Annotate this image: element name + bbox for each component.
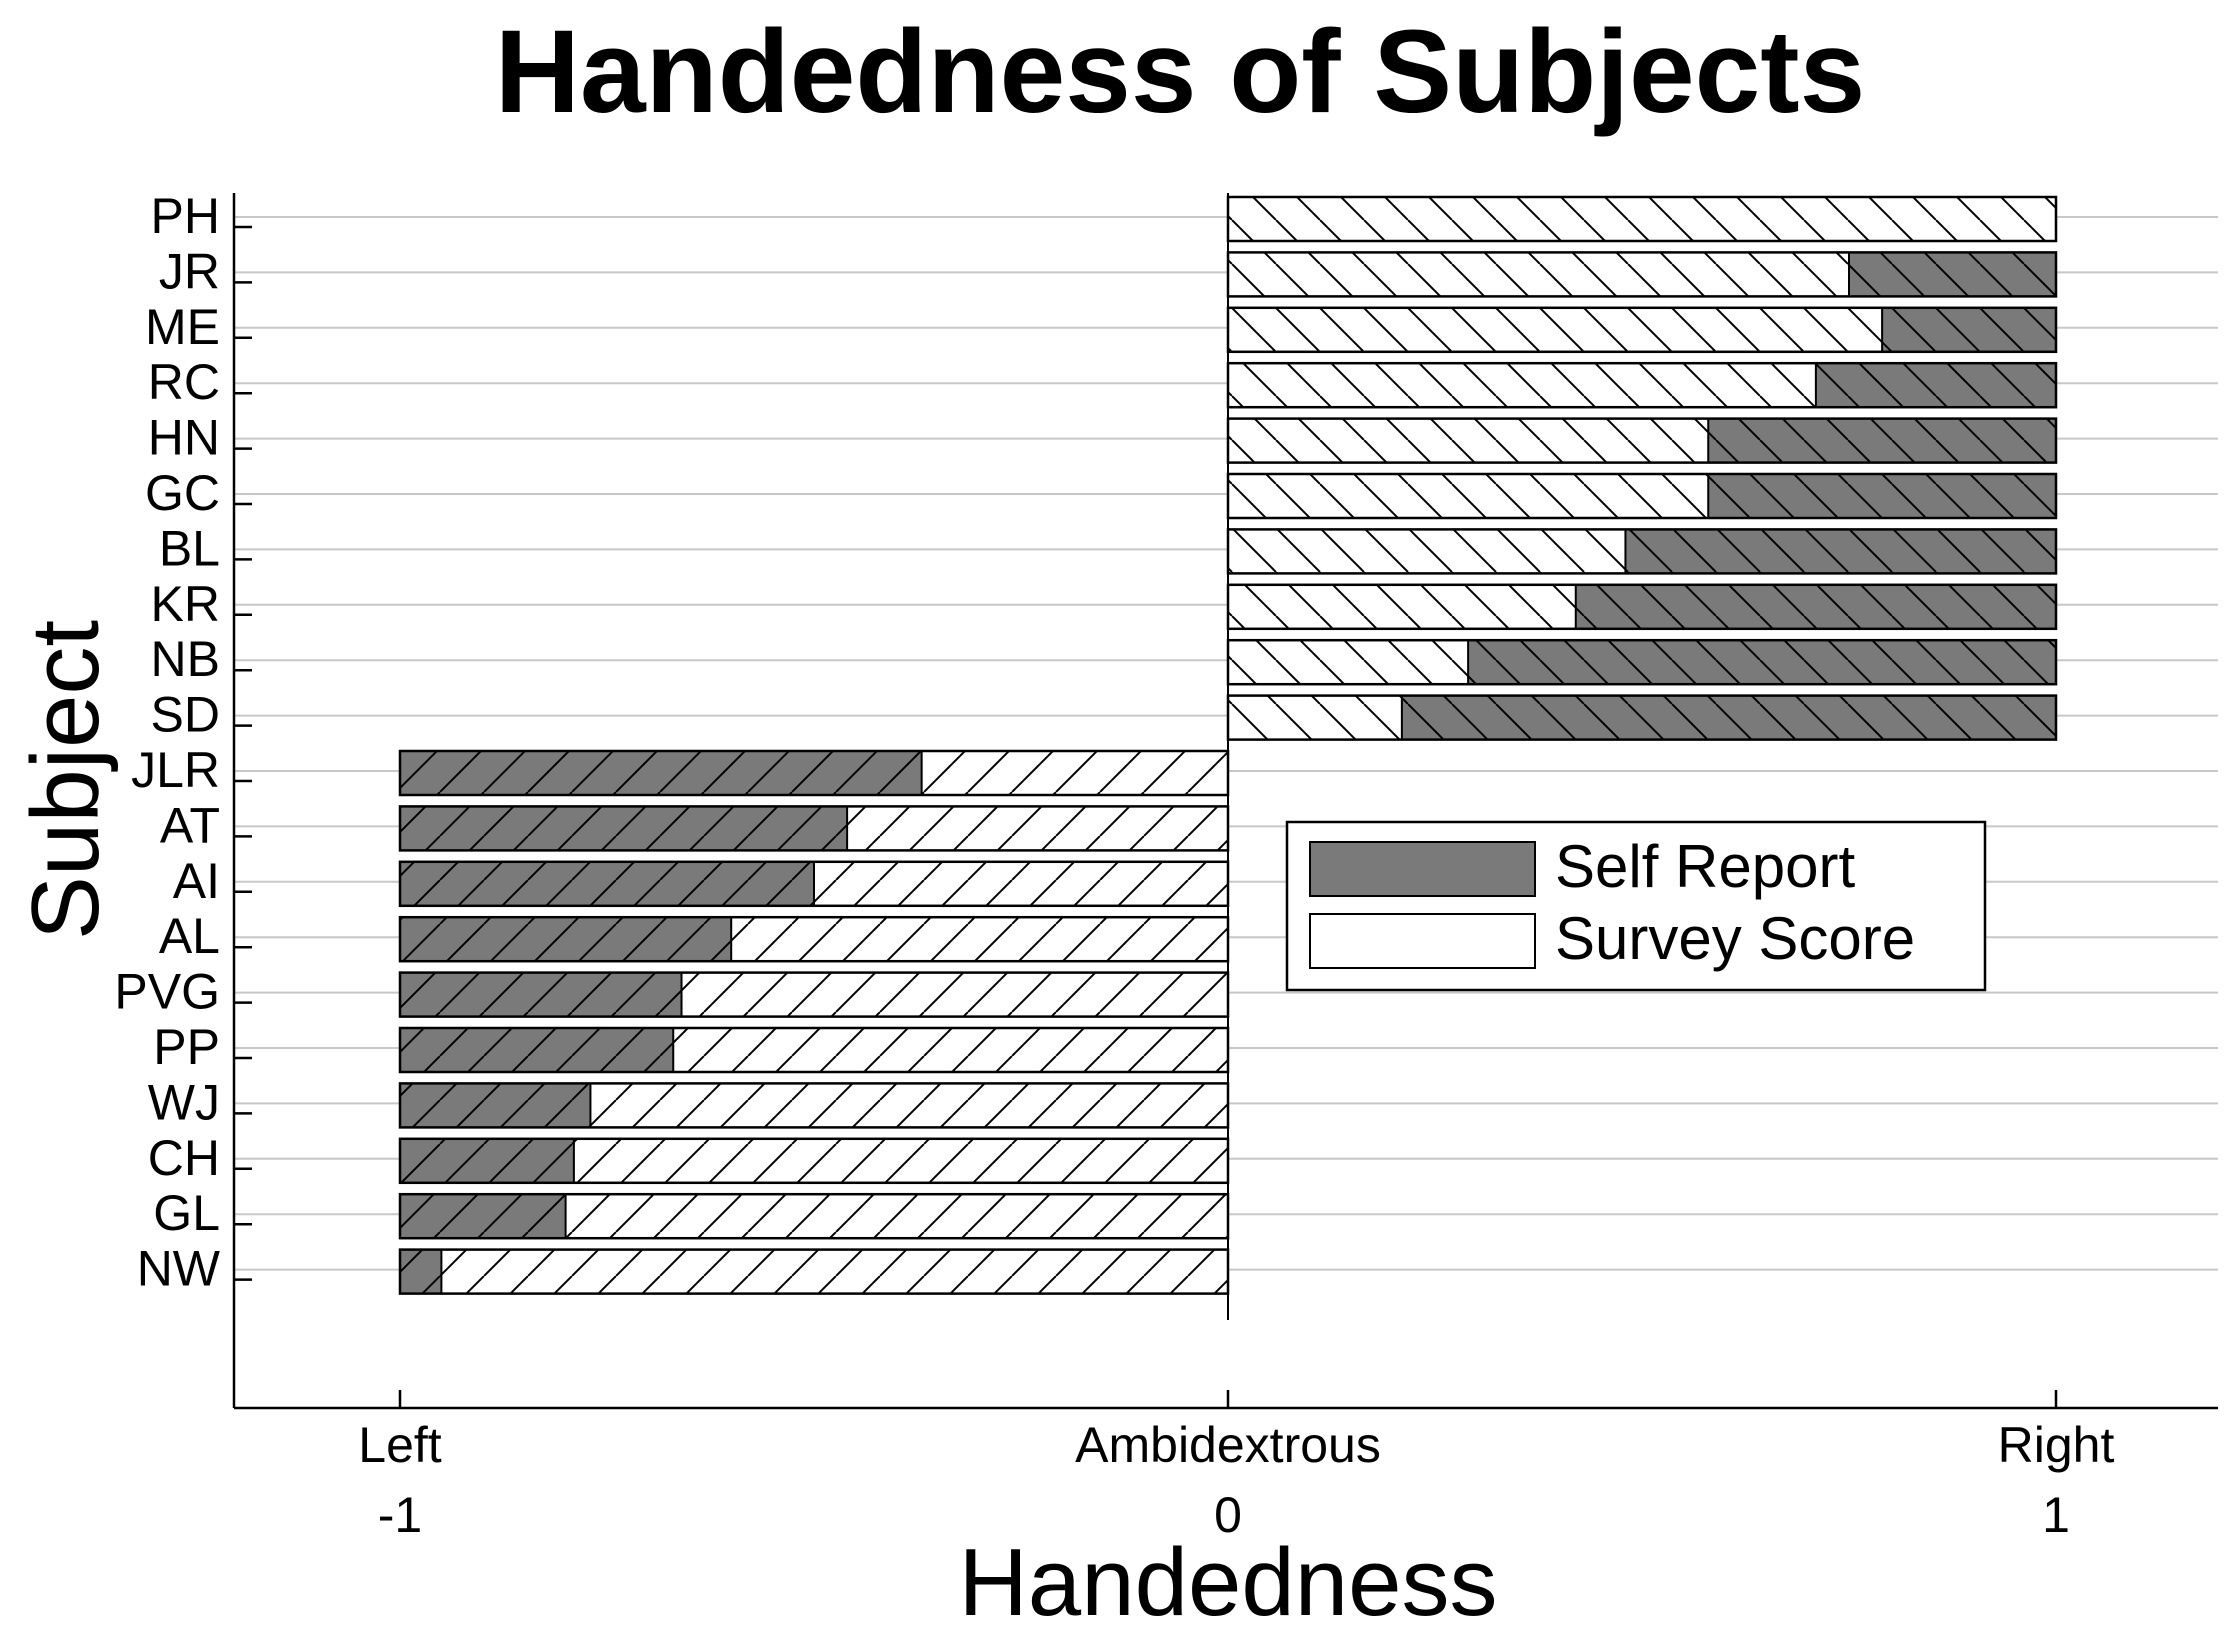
bar-outline xyxy=(398,1026,1230,1074)
y-tick-label: GL xyxy=(153,1185,220,1241)
bar-outline xyxy=(398,1137,1230,1185)
bar-outline xyxy=(398,1192,1230,1240)
y-tick-label: WJ xyxy=(148,1074,220,1130)
x-tick-label-value: 0 xyxy=(1214,1487,1242,1543)
bar-outline xyxy=(398,1082,1230,1129)
y-tick-label: AI xyxy=(173,853,220,909)
bar-outline xyxy=(398,915,1230,963)
x-tick-label-value: 1 xyxy=(2042,1487,2070,1543)
legend-swatch-self-report xyxy=(1309,841,1536,897)
y-tick-label: JLR xyxy=(131,742,220,798)
legend: Self Report Survey Score xyxy=(1285,820,1987,992)
y-tick-label: CH xyxy=(148,1130,220,1186)
y-tick-label: NW xyxy=(137,1241,221,1297)
y-ticks: PHJRMERCHNGCBLKRNBSDJLRATAIALPVGPPWJCHGL… xyxy=(114,188,252,1297)
legend-label-survey-score: Survey Score xyxy=(1555,905,1915,972)
bar-outline xyxy=(398,971,1230,1018)
legend-swatch-survey-score xyxy=(1309,913,1536,969)
bar-outline xyxy=(1226,361,2058,409)
legend-label-self-report: Self Report xyxy=(1555,833,1855,900)
bar-outline xyxy=(1226,694,2058,741)
y-tick-label: ME xyxy=(145,299,220,355)
bar-outline xyxy=(1226,306,2058,354)
y-tick-label: HN xyxy=(148,410,220,466)
bar-outline xyxy=(398,749,1230,797)
bar-outline xyxy=(1226,472,2058,520)
x-tick-label-name: Ambidextrous xyxy=(1075,1417,1381,1473)
bar-outline xyxy=(1226,251,2058,298)
y-tick-label: PVG xyxy=(114,964,220,1020)
y-tick-label: BL xyxy=(159,520,220,576)
x-tick-label-name: Left xyxy=(358,1417,442,1473)
axes xyxy=(232,193,2218,1410)
y-tick-label: JR xyxy=(159,243,220,299)
y-tick-label: SD xyxy=(151,687,220,743)
y-tick-label: RC xyxy=(148,354,220,410)
bar-outline xyxy=(1226,195,2058,243)
x-tick-label-name: Right xyxy=(1998,1417,2115,1473)
y-tick-label: GC xyxy=(145,465,220,521)
y-tick-label: PH xyxy=(151,188,220,244)
y-tick-label: KR xyxy=(151,576,220,632)
bars-group xyxy=(398,195,2058,1295)
x-ticks: Left -1 Ambidextrous 0 Right 1 xyxy=(358,1390,2114,1543)
y-tick-label: AL xyxy=(159,908,220,964)
bar-outline xyxy=(1226,583,2058,631)
bar-outline xyxy=(1226,528,2058,575)
bar-outline xyxy=(1226,638,2058,686)
x-axis-label: Handedness xyxy=(958,1529,1497,1632)
x-tick-label-value: -1 xyxy=(378,1487,422,1543)
bar-outline xyxy=(398,1248,1230,1295)
y-axis-label: Subject xyxy=(12,620,119,940)
y-tick-label: NB xyxy=(151,631,220,687)
y-tick-label: PP xyxy=(153,1019,220,1075)
bar-outline xyxy=(398,805,1230,852)
chart-title: Handedness of Subjects xyxy=(495,6,1865,138)
bar-outline xyxy=(1226,417,2058,464)
y-tick-label: AT xyxy=(160,797,220,853)
